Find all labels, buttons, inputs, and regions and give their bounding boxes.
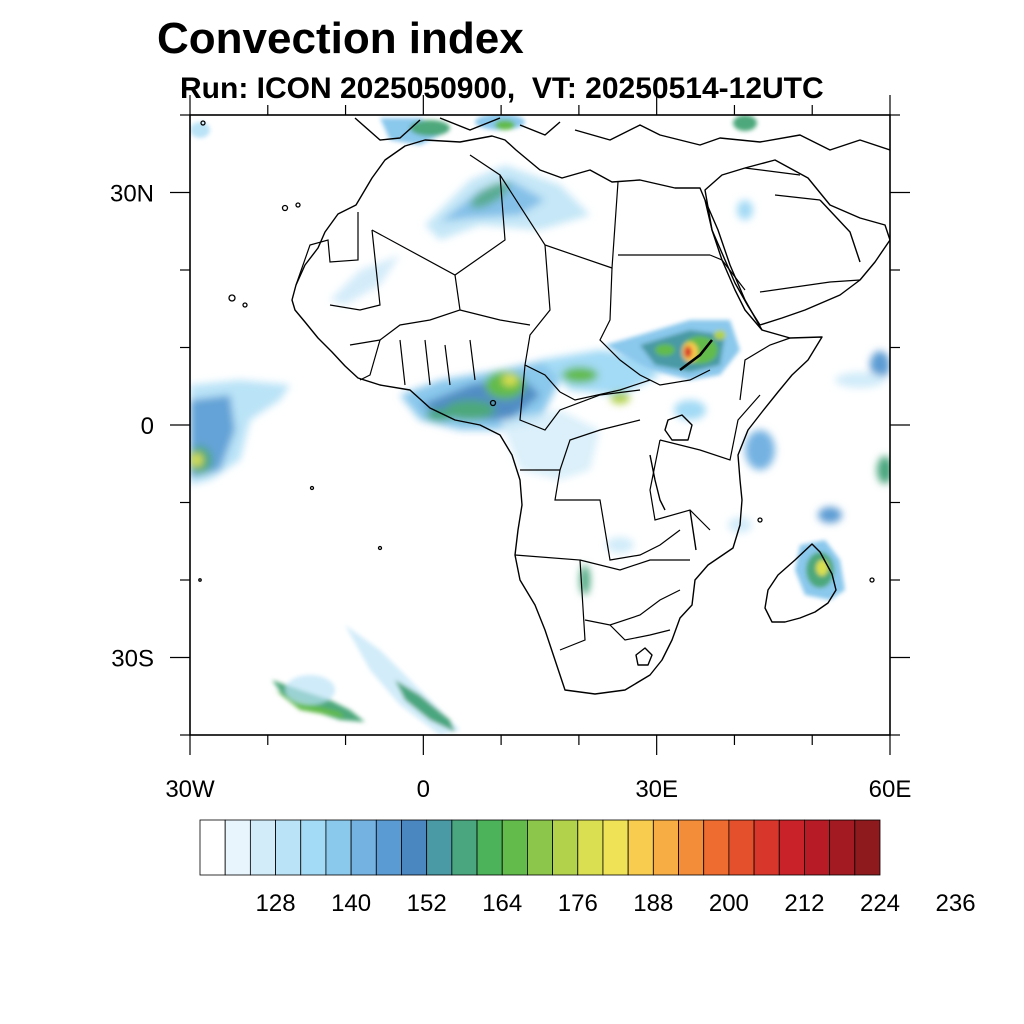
colorbar: 128 140 152 164 176 188 200 212 224 236: [199, 819, 976, 917]
colorbar-swatch: [753, 819, 780, 876]
colorbar-swatch: [426, 819, 453, 876]
colorbar-swatch: [275, 819, 302, 876]
colorbar-swatch: [501, 819, 528, 876]
colorbar-label: 212: [784, 890, 824, 917]
lon-tick-label: 30W: [165, 776, 215, 803]
colorbar-swatch: [199, 819, 226, 876]
map-area: [190, 115, 890, 735]
lake-victoria: [664, 414, 693, 441]
colorbar-label: 176: [558, 890, 598, 917]
colorbar-swatch: [451, 819, 478, 876]
colorbar-label: 140: [331, 890, 371, 917]
colorbar-swatch: [728, 819, 755, 876]
lon-tick-label: 60E: [869, 776, 912, 803]
colorbar-swatch: [527, 819, 553, 876]
lesotho-border: [635, 647, 653, 666]
colorbar-swatch: [552, 819, 579, 876]
red-sea-shore: [704, 199, 763, 331]
small-islands: [198, 120, 875, 583]
colorbar-label: 200: [709, 890, 749, 917]
europe-coast: [354, 117, 890, 151]
lon-tick-label: 30E: [635, 776, 678, 803]
colorbar-swatch: [703, 819, 730, 876]
colorbar-label: 152: [407, 890, 447, 917]
lat-tick-label: 0: [141, 413, 154, 440]
africa-coastline: [291, 135, 823, 695]
arabia-coastline: [704, 159, 890, 326]
colorbar-swatch: [804, 819, 831, 876]
colorbar-label: 236: [936, 890, 976, 917]
colorbar-swatch: [325, 819, 352, 876]
colorbar-swatch: [401, 819, 428, 876]
colorbar-label: 224: [860, 890, 900, 917]
axis-ticks: 30W 0 30E 60E 30N 0 30S: [110, 95, 911, 803]
colorbar-swatch: [829, 819, 856, 876]
colorbar-swatch: [476, 819, 503, 876]
convection-east-africa: [674, 200, 890, 523]
colorbar-swatch: [224, 819, 251, 876]
madagascar-coastline: [764, 543, 837, 623]
colorbar-swatch: [375, 819, 402, 876]
colorbar-swatch: [678, 819, 705, 876]
lake-tanganyika: [649, 454, 666, 511]
colorbar-swatch: [652, 819, 679, 876]
colorbar-swatch: [602, 819, 629, 876]
convection-field: [190, 115, 890, 735]
convection-madagascar: [795, 540, 845, 600]
lat-tick-label: 30N: [110, 181, 154, 208]
colorbar-swatch: [350, 819, 377, 876]
coastlines-borders: [291, 117, 890, 695]
colorbar-label: 188: [633, 890, 673, 917]
colorbar-swatch: [627, 819, 654, 876]
map-title: Convection index: [157, 14, 524, 63]
lake-malawi: [689, 509, 697, 551]
lat-tick-label: 30S: [111, 646, 154, 673]
colorbar-label: 164: [482, 890, 522, 917]
country-borders: [295, 154, 861, 651]
lon-tick-label: 0: [417, 776, 430, 803]
convection-sahara: [330, 165, 590, 305]
map-subtitle: Run: ICON 2025050900, VT: 20250514-12UTC: [180, 72, 824, 105]
colorbar-label: 128: [256, 890, 296, 917]
colorbar-swatch: [249, 819, 276, 876]
colorbar-swatch: [778, 819, 805, 876]
colorbar-swatch: [577, 819, 604, 876]
colorbar-swatch: [854, 819, 881, 876]
convection-south-atlantic: [272, 625, 460, 735]
persian-gulf-shore: [819, 199, 861, 263]
convection-ethiopia: [605, 320, 740, 380]
convection-atlantic: [190, 380, 290, 485]
colorbar-swatch: [300, 819, 327, 876]
